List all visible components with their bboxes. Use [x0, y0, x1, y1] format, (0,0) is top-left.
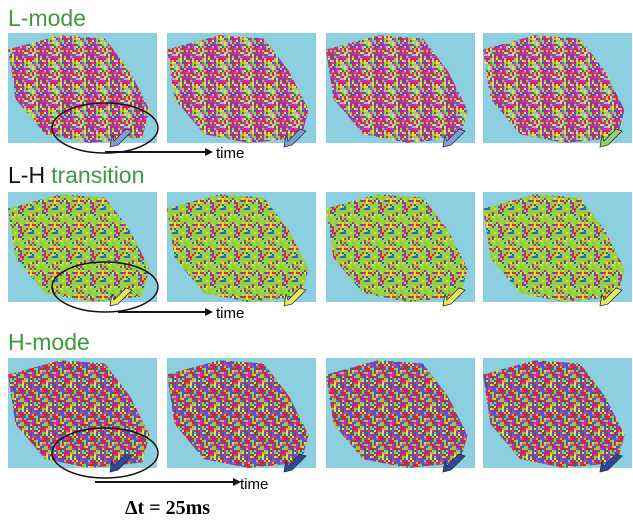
figure: L-mode L-Htransition H-mode time time ti…	[0, 0, 633, 522]
image-panel	[326, 33, 475, 147]
time-arrow-head	[205, 308, 213, 316]
time-arrow-head	[205, 148, 213, 156]
image-panel	[8, 33, 157, 147]
row-title-prefix: L-H	[8, 162, 45, 188]
row-title: L-mode	[8, 5, 86, 31]
image-panel	[483, 358, 632, 472]
row-title: H-mode	[8, 329, 90, 355]
time-label: time	[240, 476, 268, 493]
image-panel	[167, 192, 316, 306]
time-label: time	[216, 145, 244, 162]
row-title-suffix: transition	[51, 162, 144, 188]
image-panel	[483, 192, 632, 306]
image-panel	[326, 192, 475, 306]
image-panel	[8, 358, 157, 472]
image-panel	[167, 358, 316, 472]
footer: Δt = 25ms	[125, 497, 210, 519]
image-panel	[167, 33, 316, 147]
image-panel	[326, 358, 475, 472]
image-panel	[483, 33, 632, 147]
image-panel	[8, 192, 157, 306]
time-label: time	[216, 305, 244, 322]
